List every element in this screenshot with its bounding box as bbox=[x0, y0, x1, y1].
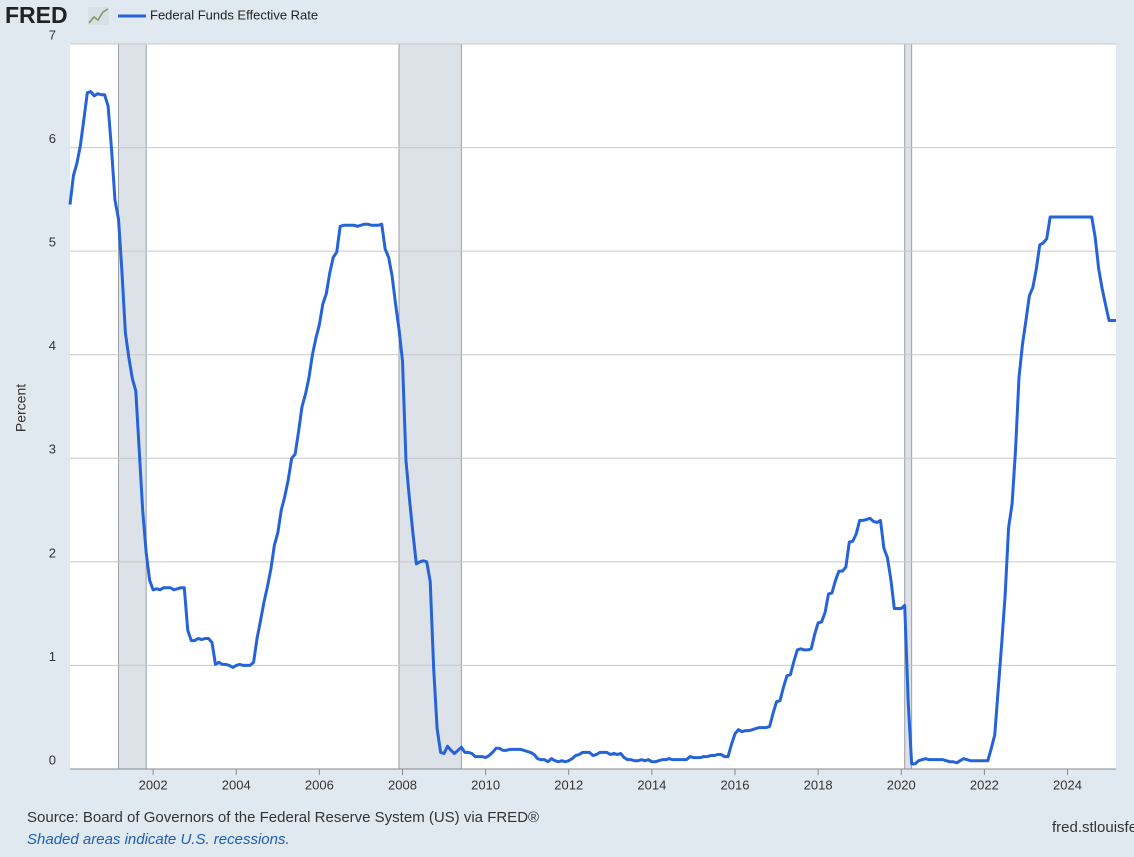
y-tick-label: 6 bbox=[49, 131, 56, 146]
logo-icon-line bbox=[88, 8, 109, 24]
x-tick-label: 2010 bbox=[471, 777, 500, 792]
logo-icon bbox=[88, 7, 109, 25]
y-tick-label: 1 bbox=[49, 649, 56, 664]
y-tick-label: 0 bbox=[49, 752, 56, 767]
x-tick-label: 2018 bbox=[804, 777, 833, 792]
x-tick-label: 2024 bbox=[1053, 777, 1082, 792]
x-tick-label: 2004 bbox=[222, 777, 251, 792]
x-tick-label: 2014 bbox=[637, 777, 666, 792]
y-tick-label: 2 bbox=[49, 545, 56, 560]
x-tick-label: 2022 bbox=[970, 777, 999, 792]
y-axis-label: Percent bbox=[13, 384, 29, 432]
y-tick-label: 4 bbox=[49, 338, 56, 353]
x-tick-label: 2006 bbox=[305, 777, 334, 792]
x-tick-label: 2008 bbox=[388, 777, 417, 792]
x-tick-label: 2020 bbox=[887, 777, 916, 792]
note: Shaded areas indicate U.S. recessions. bbox=[27, 831, 290, 848]
y-tick-label: 5 bbox=[49, 235, 56, 250]
plot-area bbox=[70, 44, 1116, 769]
y-tick-label: 3 bbox=[49, 442, 56, 457]
source: Source: Board of Governors of the Federa… bbox=[27, 809, 539, 826]
x-tick-label: 2016 bbox=[721, 777, 750, 792]
legend-label: Federal Funds Effective Rate bbox=[150, 7, 318, 22]
site: fred.stlouisfed.org bbox=[1052, 819, 1134, 836]
x-tick-label: 2002 bbox=[139, 777, 168, 792]
y-tick-label: 7 bbox=[49, 27, 56, 42]
logo: FRED bbox=[5, 2, 68, 28]
data-line bbox=[68, 90, 1116, 766]
recession-band bbox=[118, 43, 147, 770]
x-tick-label: 2012 bbox=[554, 777, 583, 792]
recession-band bbox=[398, 43, 462, 770]
